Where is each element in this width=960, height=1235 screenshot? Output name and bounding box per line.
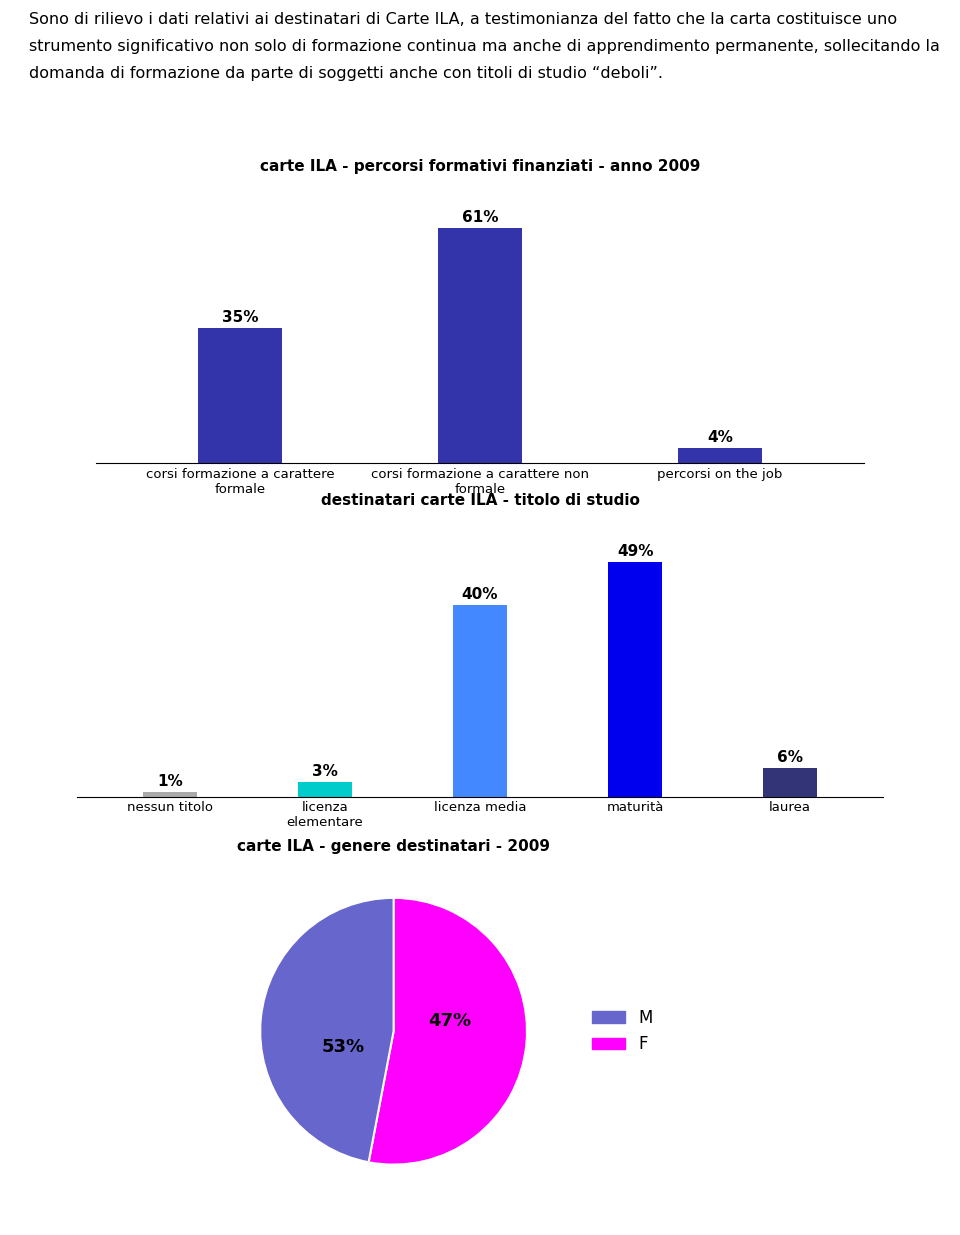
Title: carte ILA - percorsi formativi finanziati - anno 2009: carte ILA - percorsi formativi finanziat…	[260, 159, 700, 174]
Text: 49%: 49%	[617, 543, 654, 559]
Text: 1%: 1%	[157, 774, 182, 789]
Text: 47%: 47%	[428, 1011, 471, 1030]
Bar	[198, 329, 282, 463]
Text: 6%: 6%	[778, 750, 804, 764]
Text: 40%: 40%	[462, 587, 498, 603]
Bar	[453, 605, 507, 797]
Text: 53%: 53%	[322, 1039, 365, 1056]
Bar	[143, 792, 197, 797]
Text: Sono di rilievo i dati relativi ai destinatari di Carte ILA, a testimonianza del: Sono di rilievo i dati relativi ai desti…	[29, 12, 940, 82]
Title: destinatari carte ILA - titolo di studio: destinatari carte ILA - titolo di studio	[321, 493, 639, 508]
Legend: M, F: M, F	[586, 1003, 660, 1060]
Text: 35%: 35%	[222, 310, 258, 325]
Bar	[298, 782, 352, 797]
Text: 3%: 3%	[312, 764, 338, 779]
Text: 4%: 4%	[708, 430, 732, 445]
Bar	[678, 448, 762, 463]
Bar	[608, 562, 662, 797]
Bar	[438, 227, 522, 463]
Wedge shape	[260, 898, 394, 1162]
Bar	[763, 768, 817, 797]
Text: 61%: 61%	[462, 210, 498, 225]
Title: carte ILA - genere destinatari - 2009: carte ILA - genere destinatari - 2009	[237, 839, 550, 853]
Wedge shape	[369, 898, 527, 1165]
